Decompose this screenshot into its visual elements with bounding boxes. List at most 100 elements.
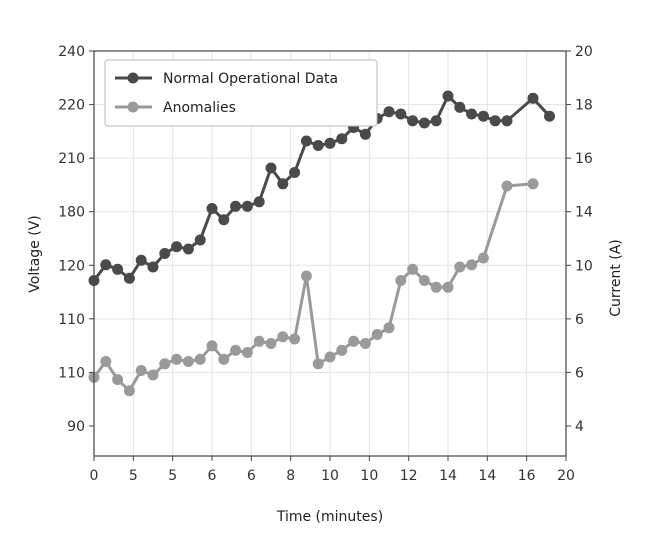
- data-point-normal: [123, 272, 135, 284]
- data-point-normal: [218, 214, 230, 226]
- data-point-anomalies: [407, 263, 419, 275]
- data-point-anomalies: [230, 344, 242, 356]
- left-tick-label: 180: [58, 205, 85, 221]
- data-point-anomalies: [454, 261, 466, 273]
- left-tick-label: 110: [58, 365, 85, 381]
- data-point-normal: [442, 90, 454, 102]
- data-point-anomalies: [501, 180, 513, 192]
- left-tick-label: 210: [58, 151, 85, 167]
- data-point-anomalies: [395, 275, 407, 286]
- plot-series: [88, 90, 555, 397]
- data-point-normal: [359, 128, 371, 140]
- right-axis-title: Current (A): [608, 239, 624, 317]
- data-point-anomalies: [359, 338, 371, 349]
- x-tick-label: 5: [129, 468, 138, 484]
- right-tick-label: 14: [575, 205, 593, 221]
- data-point-normal: [277, 178, 289, 190]
- x-axis-title: Time (minutes): [276, 509, 383, 525]
- data-point-anomalies: [466, 259, 478, 271]
- series-line-anomalies: [92, 182, 534, 393]
- data-point-normal: [171, 241, 183, 253]
- data-point-anomalies: [289, 333, 301, 345]
- data-point-normal: [527, 92, 539, 104]
- data-point-normal: [253, 196, 265, 208]
- data-point-anomalies: [135, 365, 147, 376]
- left-tick-label: 120: [58, 258, 85, 274]
- right-tick-label: 18: [575, 98, 593, 114]
- right-tick-label: 6: [575, 312, 584, 328]
- legend-box: [104, 59, 378, 127]
- data-point-anomalies: [477, 252, 489, 264]
- data-point-anomalies: [159, 358, 171, 370]
- data-point-normal: [477, 110, 489, 122]
- right-tick-label: 4: [575, 419, 584, 435]
- x-tick-label: 12: [400, 468, 418, 484]
- data-point-normal: [489, 115, 501, 127]
- data-point-normal: [100, 259, 112, 271]
- x-tick-label: 8: [286, 468, 295, 484]
- data-point-normal: [324, 137, 336, 149]
- x-tick-label: 14: [439, 468, 457, 484]
- x-tick-label: 6: [247, 468, 256, 484]
- right-tick-label: 20: [575, 44, 593, 60]
- x-tick-label: 6: [208, 468, 217, 484]
- data-point-normal: [112, 263, 124, 275]
- data-point-anomalies: [418, 275, 430, 286]
- data-point-normal: [289, 167, 301, 178]
- data-point-anomalies: [100, 356, 112, 367]
- left-axis-title: Voltage (V): [27, 215, 43, 292]
- data-point-normal: [230, 200, 242, 212]
- x-tick-label: 10: [321, 468, 339, 484]
- data-point-anomalies: [218, 353, 230, 365]
- x-axis: 0 5 5 6 6 8 10 10 12 14 14 16 20: [90, 456, 575, 484]
- data-point-normal: [265, 162, 277, 174]
- data-point-normal: [544, 110, 555, 122]
- data-point-normal: [194, 234, 206, 246]
- right-y-axis: 4 6 6 10 14 16 18 20: [566, 44, 593, 435]
- data-point-normal: [300, 135, 312, 147]
- data-point-anomalies: [442, 281, 454, 293]
- x-tick-label: 14: [478, 468, 496, 484]
- data-point-normal: [336, 133, 348, 145]
- data-point-anomalies: [277, 331, 289, 343]
- data-point-anomalies: [430, 281, 442, 293]
- data-point-normal: [312, 140, 324, 151]
- data-point-anomalies: [123, 385, 135, 397]
- data-point-normal: [395, 108, 407, 120]
- right-tick-label: 10: [575, 258, 593, 274]
- legend-marker-anomalies: [127, 101, 139, 113]
- x-tick-label: 0: [90, 468, 99, 484]
- data-point-normal: [135, 254, 147, 266]
- legend-marker-normal: [127, 72, 139, 84]
- x-tick-label: 10: [360, 468, 378, 484]
- data-point-anomalies: [194, 353, 206, 365]
- data-point-anomalies: [171, 353, 183, 365]
- data-point-normal: [407, 115, 419, 127]
- legend: Normal Operational Data Anomalies: [104, 59, 378, 127]
- x-tick-label: 5: [168, 468, 177, 484]
- data-point-normal: [147, 261, 159, 273]
- data-point-anomalies: [241, 347, 253, 358]
- left-tick-label: 90: [67, 419, 85, 435]
- data-point-normal: [501, 115, 513, 127]
- data-point-anomalies: [336, 344, 348, 356]
- data-point-normal: [430, 115, 442, 127]
- data-point-normal: [454, 101, 466, 113]
- left-y-axis: 90 110 110 120 180 210 220 240: [58, 44, 94, 435]
- data-point-anomalies: [112, 374, 124, 385]
- data-point-normal: [182, 243, 194, 255]
- left-tick-label: 240: [58, 44, 85, 60]
- data-point-normal: [159, 248, 171, 259]
- data-point-anomalies: [253, 335, 265, 347]
- data-point-anomalies: [147, 369, 159, 381]
- data-point-anomalies: [527, 178, 539, 190]
- data-point-normal: [241, 200, 253, 212]
- data-point-normal: [418, 117, 430, 129]
- legend-label-anomalies: Anomalies: [163, 100, 236, 116]
- x-tick-label: 20: [557, 468, 575, 484]
- data-point-normal: [383, 106, 395, 118]
- legend-label-normal: Normal Operational Data: [163, 71, 338, 87]
- data-point-anomalies: [300, 270, 312, 282]
- data-point-anomalies: [312, 358, 324, 370]
